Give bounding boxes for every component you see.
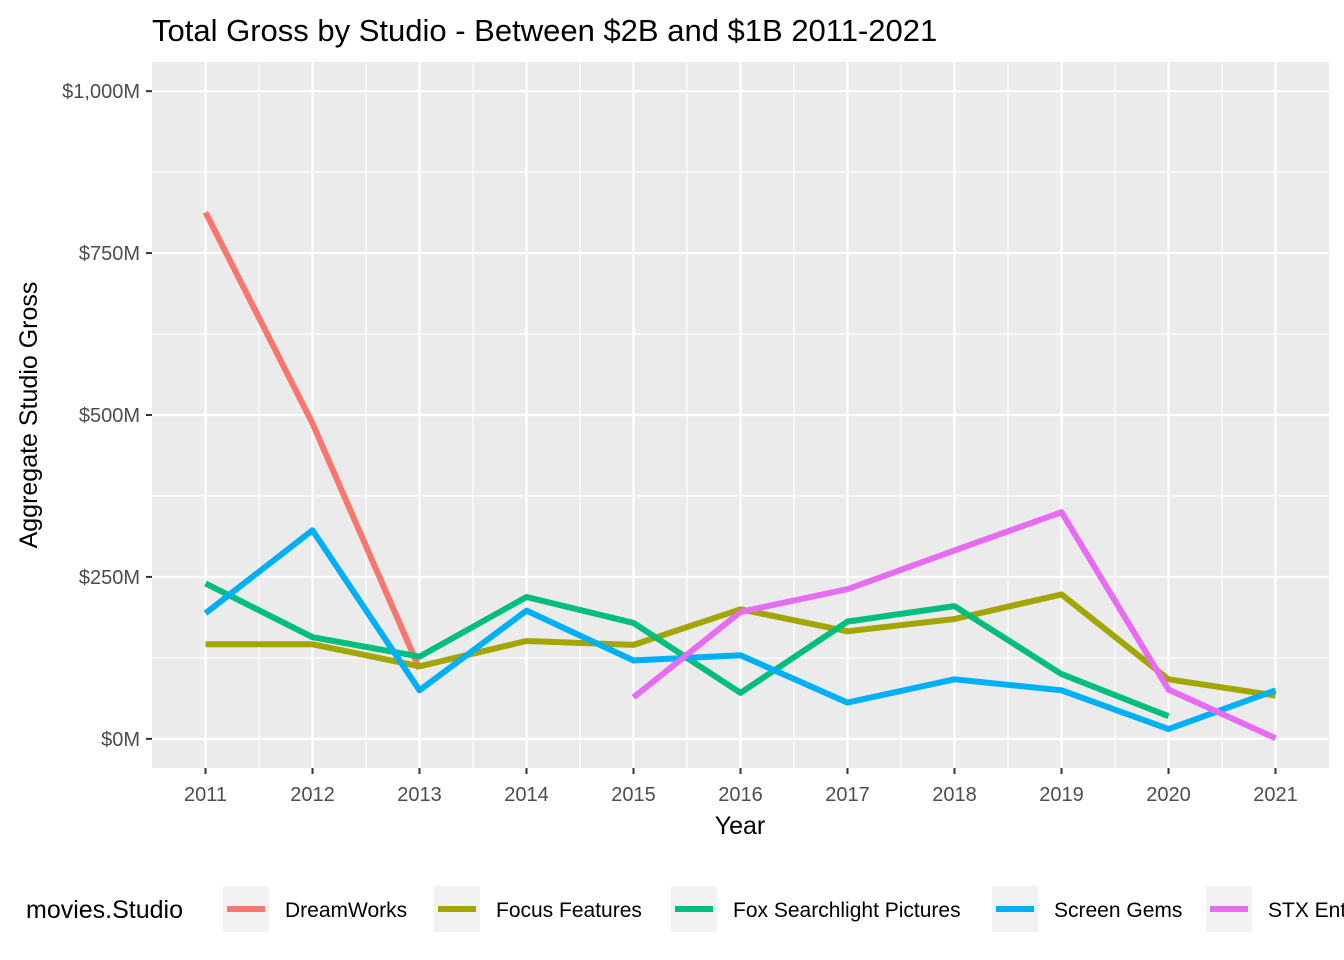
legend-label-screen-gems: Screen Gems [1054, 899, 1182, 922]
x-tick-label: 2015 [611, 784, 656, 806]
chart-title: Total Gross by Studio - Between $2B and … [152, 13, 937, 48]
y-tick-label: $250M [79, 567, 140, 589]
x-tick-label: 2013 [397, 784, 442, 806]
legend-label-focus-features: Focus Features [496, 899, 642, 922]
x-axis-title: Year [715, 812, 766, 840]
series-line-dreamworks [202, 210, 423, 671]
y-tick-label: $0M [101, 729, 140, 751]
y-tick-label: $500M [79, 405, 140, 427]
x-axis: 2011 2012 2013 2014 2015 2016 2017 2018 2019 2020… [184, 768, 1298, 806]
x-tick-label: 2019 [1039, 784, 1084, 806]
legend-label-dreamworks: DreamWorks [285, 899, 407, 922]
x-tick-label: 2018 [932, 784, 977, 806]
y-tick-label: $750M [79, 243, 140, 265]
x-tick-label: 2020 [1146, 784, 1191, 806]
legend-label-fox-searchlight-pictures: Fox Searchlight Pictures [733, 899, 961, 922]
series-line-screen-gems [203, 527, 1277, 733]
x-tick-label: 2016 [718, 784, 763, 806]
y-axis-title: Aggregate Studio Gross [15, 282, 43, 549]
legend-items: DreamWorks Focus Features Fox Searchlight … [223, 886, 1344, 932]
x-tick-label: 2017 [825, 784, 870, 806]
y-axis: $0M $250M $500M $750M $1,000M [62, 81, 152, 751]
y-tick-label: $1,000M [62, 81, 140, 103]
legend: movies.Studio DreamWorks Focus Features Fo… [26, 886, 1344, 932]
legend-label-stx-ent: STX Ent [1268, 899, 1344, 922]
x-tick-label: 2012 [290, 784, 335, 806]
legend-title: movies.Studio [26, 896, 183, 924]
grid-major-lines [152, 62, 1329, 768]
series-line-stx-ent [631, 509, 1277, 741]
series-layer [202, 210, 1277, 741]
x-tick-label: 2021 [1253, 784, 1298, 806]
x-tick-label: 2011 [184, 784, 227, 806]
x-tick-label: 2014 [504, 784, 549, 806]
